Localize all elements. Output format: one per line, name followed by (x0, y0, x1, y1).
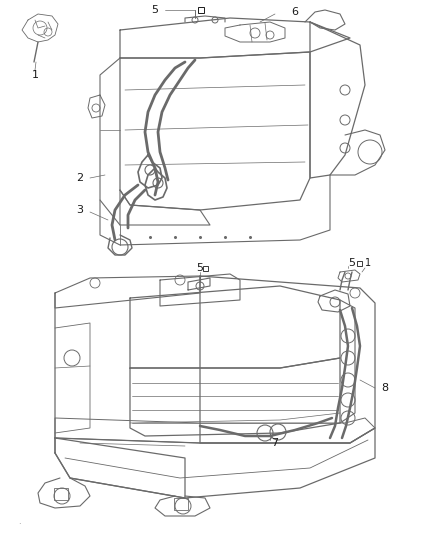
Bar (198, 7, 204, 13)
Text: 8: 8 (381, 383, 389, 393)
Bar (203, 266, 208, 271)
Text: 6: 6 (292, 7, 299, 17)
Text: 3: 3 (77, 205, 84, 215)
Text: 5: 5 (349, 258, 356, 268)
Text: ·: · (18, 521, 21, 529)
Text: 5: 5 (152, 5, 159, 15)
Bar (174, 498, 188, 510)
Text: 5: 5 (197, 263, 204, 273)
Text: 7: 7 (272, 438, 279, 448)
Bar (54, 488, 68, 500)
Text: 2: 2 (77, 173, 84, 183)
Text: 1: 1 (365, 258, 371, 268)
Text: 1: 1 (32, 70, 39, 80)
Bar (357, 261, 362, 266)
